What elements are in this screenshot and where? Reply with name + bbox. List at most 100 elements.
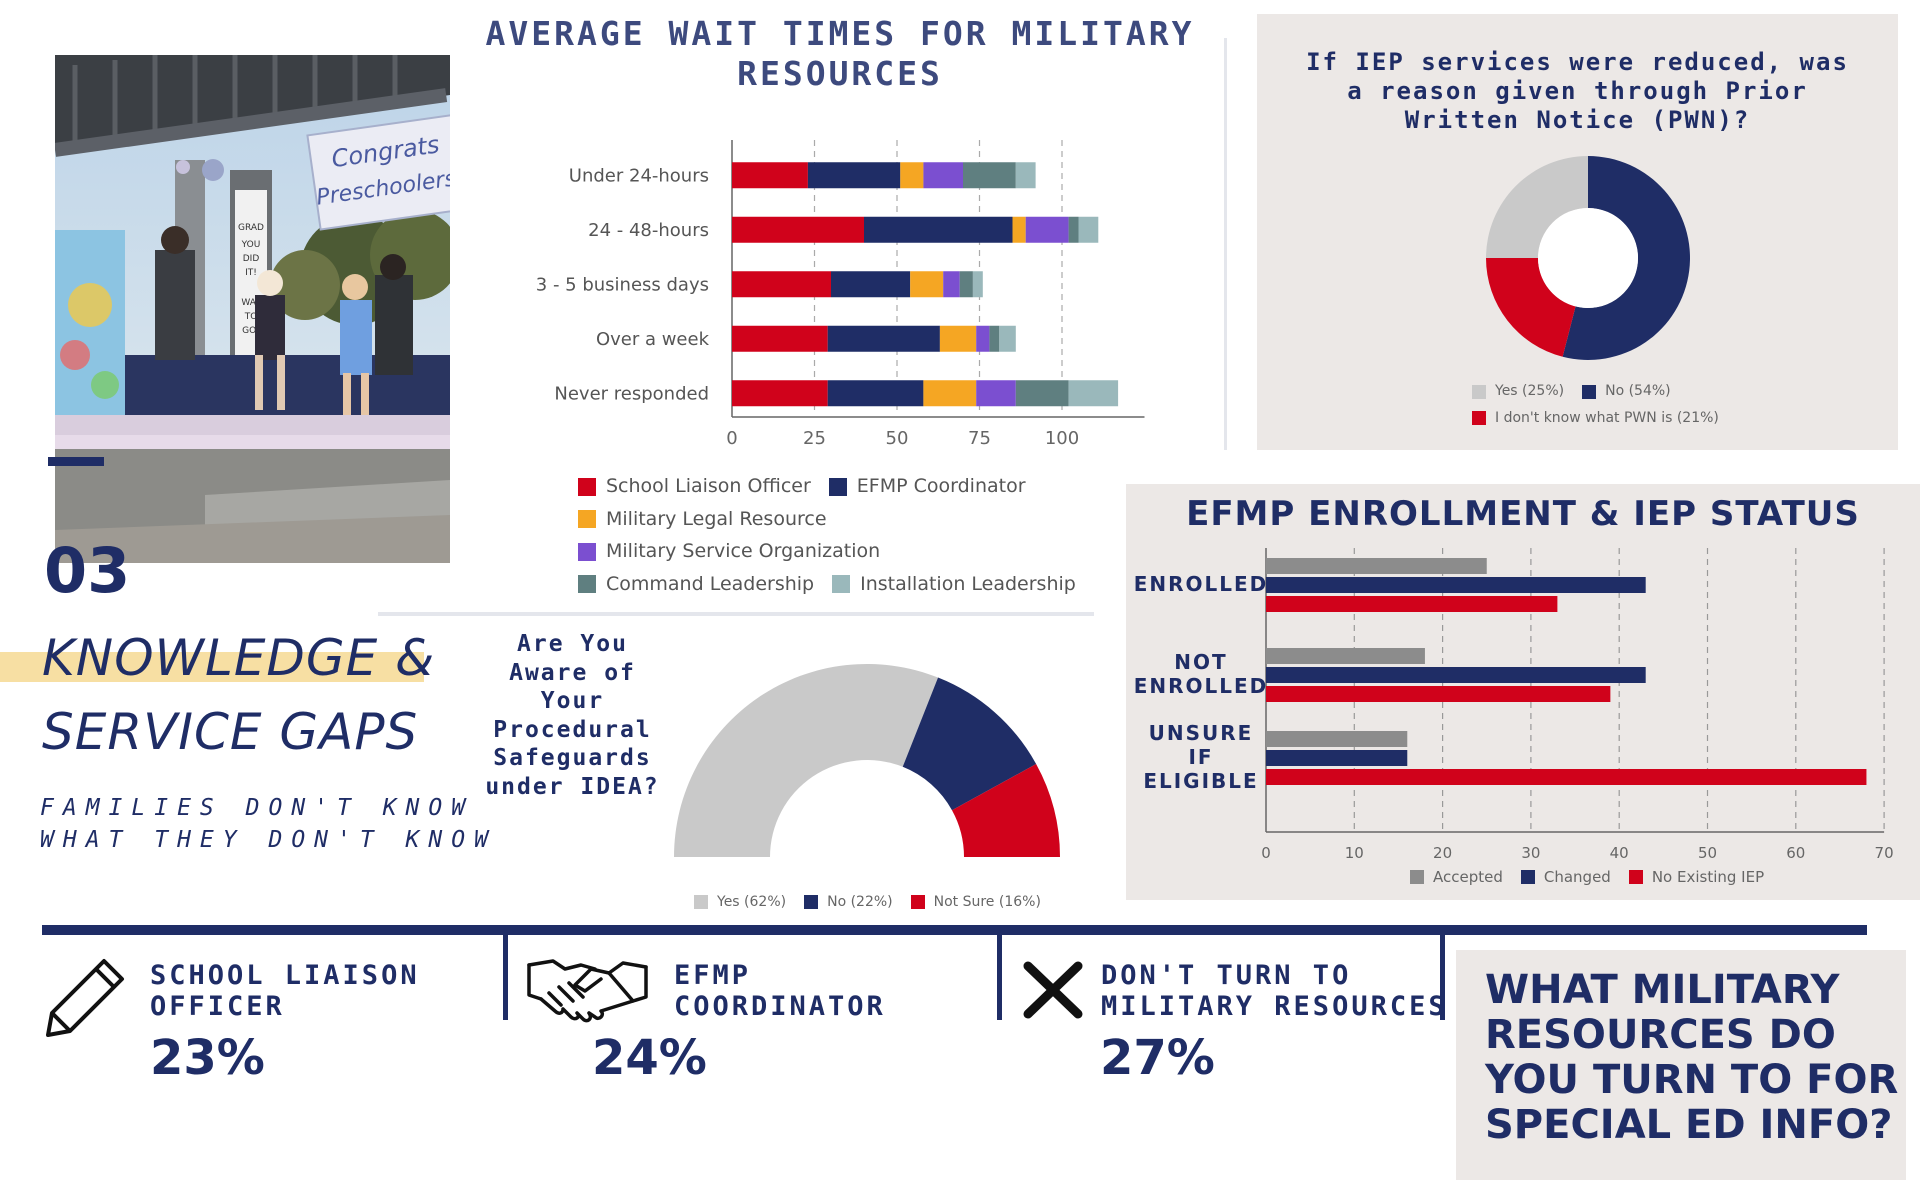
svg-text:TO: TO xyxy=(244,312,258,322)
safeguards-title-line: under IDEA? xyxy=(485,773,660,800)
safeguards-title-line: Are You xyxy=(517,631,628,657)
wait-bar-segment xyxy=(959,271,973,298)
wait-bar-segment xyxy=(1015,380,1069,407)
preschool-photo: Congrats Preschoolers! GRAD YOU DID IT! … xyxy=(55,55,450,563)
wait-legend-item-3: Military Service Organization xyxy=(578,537,880,566)
divider-3 xyxy=(1440,934,1445,1020)
accent-dash xyxy=(48,457,104,466)
wait-category-label: Over a week xyxy=(596,329,710,350)
svg-text:DID: DID xyxy=(243,254,260,264)
pwn-title-line1: If IEP services were reduced, was xyxy=(1306,48,1849,76)
resource-2-value: 24% xyxy=(592,1030,707,1086)
efmp-legend-item-0: Accepted xyxy=(1410,868,1503,886)
efmp-category-label: NOT xyxy=(1174,650,1227,674)
wait-category-label: Never responded xyxy=(554,383,709,404)
title-highlight xyxy=(0,652,424,682)
wait-bar-segment xyxy=(827,380,924,407)
bottom-rule xyxy=(42,925,1867,935)
efmp-legend-swatch xyxy=(1520,870,1535,884)
wait-category-label: 3 - 5 business days xyxy=(536,274,709,295)
efmp-bar xyxy=(1266,750,1408,766)
efmp-legend-item-1: Changed xyxy=(1520,868,1611,886)
divider-1 xyxy=(503,934,508,1020)
wait-xtick-label: 0 xyxy=(726,428,737,449)
efmp-xtick-label: 10 xyxy=(1345,844,1364,860)
svg-text:WAY: WAY xyxy=(241,298,261,308)
efmp-bar xyxy=(1266,648,1425,664)
efmp-xtick-label: 70 xyxy=(1875,844,1894,860)
wait-bar-segment xyxy=(923,380,977,407)
section-subtitle-line2: WHAT THEY DON'T KNOW xyxy=(40,827,497,853)
resources-question-line2: RESOURCES DO xyxy=(1485,1012,1836,1058)
resource-3-label-line1: DON'T TURN TO xyxy=(1101,960,1352,991)
pwn-legend-item-0: Yes (25%) xyxy=(1472,380,1564,403)
efmp-xtick-label: 0 xyxy=(1261,844,1271,860)
resource-1-value: 23% xyxy=(150,1030,265,1086)
wait-bar-segment xyxy=(732,216,864,243)
wait-bar-segment xyxy=(910,271,944,298)
safeguards-title-line: Your xyxy=(540,688,605,714)
wait-legend-swatch xyxy=(578,477,596,496)
safeguards-legend-swatch xyxy=(694,895,708,909)
wait-legend-item-4: Command Leadership xyxy=(578,570,814,599)
wait-times-legend: School Liaison Officer EFMP Coordinator Mi… xyxy=(578,472,1138,602)
pwn-legend-label: Yes (25%) xyxy=(1495,383,1565,399)
pencil-icon xyxy=(46,959,124,1037)
pwn-slice xyxy=(1562,156,1690,360)
wait-bar-segment xyxy=(732,271,831,298)
x-mark-icon xyxy=(1023,961,1083,1019)
safeguards-legend-swatch xyxy=(910,895,925,909)
wait-bar-segment xyxy=(943,271,960,298)
safeguards-legend-item-0: Yes (62%) xyxy=(694,894,786,910)
efmp-category-label: ENROLLED xyxy=(1134,674,1269,698)
pwn-legend-label: No (54%) xyxy=(1605,383,1671,399)
wait-bar-segment xyxy=(1012,216,1026,243)
wait-bar-segment xyxy=(1078,216,1099,243)
column-divider xyxy=(1224,38,1227,450)
efmp-legend-label: Changed xyxy=(1543,868,1611,886)
wait-xtick-label: 50 xyxy=(886,428,909,449)
pwn-legend-item-1: No (54%) xyxy=(1582,380,1671,403)
pwn-slice xyxy=(1486,156,1588,258)
efmp-legend-swatch xyxy=(1410,870,1424,884)
resource-2-label-line2: COORDINATOR xyxy=(674,991,886,1022)
wait-legend-label: Command Leadership xyxy=(606,572,815,595)
wait-xtick-label: 100 xyxy=(1045,428,1079,449)
efmp-xtick-label: 30 xyxy=(1521,844,1540,860)
wait-bar-segment xyxy=(1025,216,1069,243)
pwn-slice xyxy=(1486,258,1576,357)
safeguards-title-line: Safeguards xyxy=(493,745,652,771)
wait-legend-item-5: Installation Leadership xyxy=(832,570,1076,599)
pwn-legend-item-2: I don't know what PWN is (21%) xyxy=(1472,407,1719,430)
efmp-legend-swatch xyxy=(1628,870,1643,884)
wait-bar-segment xyxy=(972,271,983,298)
safeguards-title-line: Aware of xyxy=(509,659,636,686)
resource-2-label-line1: EFMP xyxy=(674,960,752,991)
wait-legend-item-2: Military Legal Resource xyxy=(578,505,827,534)
wait-bar-segment xyxy=(900,162,924,189)
handshake-icon xyxy=(527,959,648,1023)
efmp-bar xyxy=(1266,769,1867,785)
wait-bar-segment xyxy=(827,325,940,352)
row-divider xyxy=(378,612,1094,616)
photo-illustration: Congrats Preschoolers! GRAD YOU DID IT! … xyxy=(55,55,450,563)
wait-legend-swatch xyxy=(578,542,596,561)
wait-legend-label: Installation Leadership xyxy=(860,572,1076,595)
wait-bar-segment xyxy=(807,162,901,189)
wait-legend-label: School Liaison Officer xyxy=(606,475,811,497)
pwn-donut-chart xyxy=(1486,156,1690,360)
resource-1-label-line1: SCHOOL LIAISON xyxy=(150,960,420,991)
efmp-category-label: IF xyxy=(1188,745,1213,769)
wait-bar-segment xyxy=(999,325,1016,352)
wait-bar-segment xyxy=(1015,162,1036,189)
safeguards-legend-item-1: No (22%) xyxy=(804,894,893,910)
efmp-bar xyxy=(1266,596,1558,612)
efmp-title: EFMP ENROLLMENT & IEP STATUS xyxy=(1186,494,1860,534)
wait-bar-segment xyxy=(1068,216,1079,243)
resource-3-value: 27% xyxy=(1100,1030,1215,1086)
pwn-title-line2: a reason given through Prior xyxy=(1347,77,1808,105)
safeguards-semicircle-chart xyxy=(674,664,1060,857)
efmp-bar xyxy=(1266,558,1487,574)
resources-question-line3: YOU TURN TO FOR xyxy=(1485,1057,1899,1103)
grad-sign: GRAD YOU DID IT! WAY TO GO! xyxy=(238,223,264,336)
